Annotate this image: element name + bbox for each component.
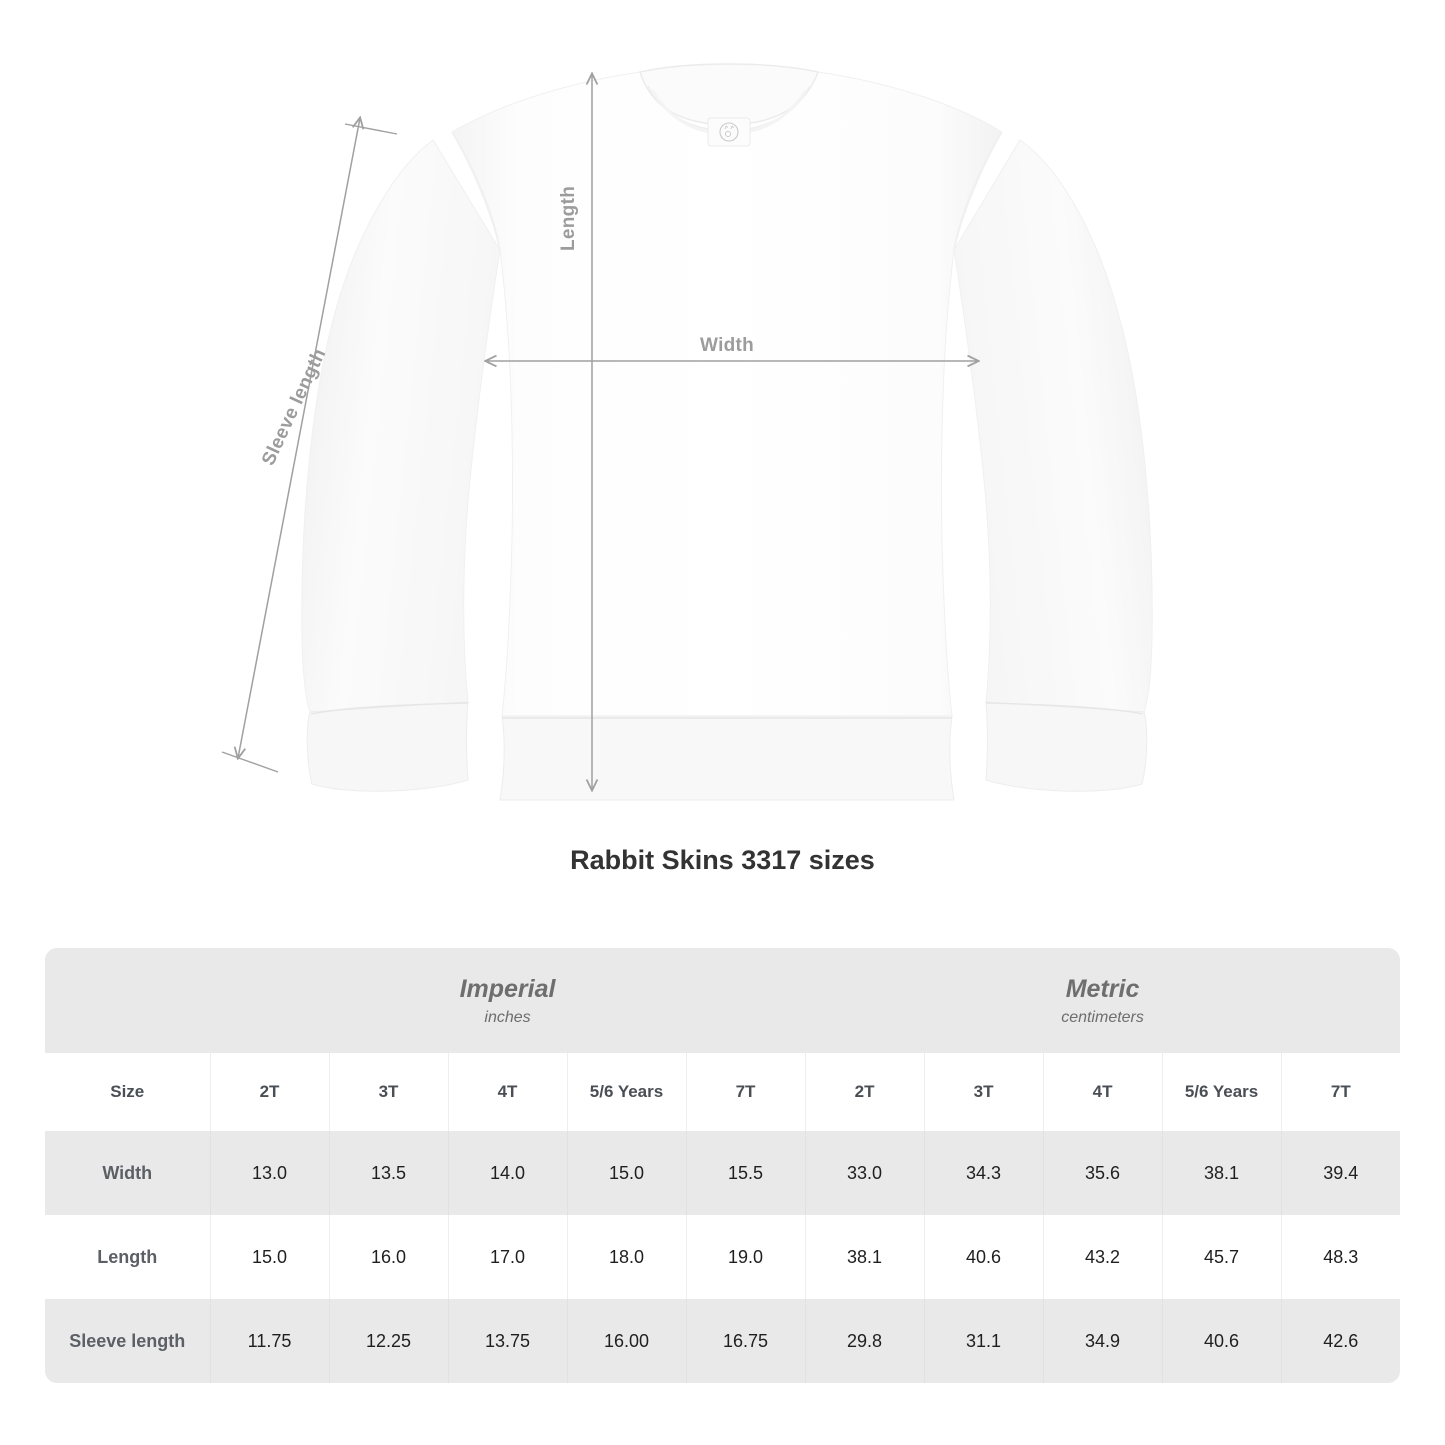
column-header-size-1: 3T [328, 1053, 448, 1132]
cell-length-7: 43.2 [1042, 1215, 1163, 1300]
garment-illustration: Width Length Sleeve length [221, 63, 1153, 801]
unit-group-imperial-sub: inches [484, 1009, 531, 1027]
unit-group-metric-sub: centimeters [1061, 1009, 1144, 1027]
cell-length-8: 45.7 [1161, 1215, 1282, 1300]
cell-sleeve-7: 34.9 [1042, 1299, 1163, 1384]
column-header-size-8: 5/6 Years [1161, 1053, 1282, 1132]
unit-group-imperial: Imperial inches [210, 948, 806, 1054]
size-header-row: Size 2T 3T 4T 5/6 Years 7T 2T 3T 4T 5/6 … [45, 1053, 1401, 1132]
cell-sleeve-1: 12.25 [328, 1299, 448, 1384]
cell-sleeve-6: 31.1 [923, 1299, 1044, 1384]
column-header-size: Size [45, 1053, 210, 1132]
column-header-size-2: 4T [447, 1053, 567, 1132]
cell-length-6: 40.6 [923, 1215, 1044, 1300]
cell-sleeve-3: 16.00 [566, 1299, 686, 1384]
sweatshirt-diagram-svg [221, 63, 1153, 801]
size-table: Imperial inches Metric centimeters Size … [45, 948, 1401, 1384]
column-header-size-0: 2T [209, 1053, 329, 1132]
row-label-length: Length [45, 1215, 210, 1300]
length-label: Length [558, 185, 579, 251]
cell-width-3: 15.0 [566, 1131, 686, 1216]
cell-sleeve-0: 11.75 [209, 1299, 329, 1384]
sweatshirt-body [451, 63, 1003, 801]
cell-sleeve-4: 16.75 [685, 1299, 806, 1384]
sleeve-length-measure-arrow [238, 118, 360, 758]
table-row: Sleeve length 11.75 12.25 13.75 16.00 16… [45, 1299, 1401, 1384]
row-label-width: Width [45, 1131, 210, 1216]
cell-width-4: 15.5 [685, 1131, 806, 1216]
column-header-size-9: 7T [1280, 1053, 1401, 1132]
cell-sleeve-9: 42.6 [1280, 1299, 1401, 1384]
cell-length-9: 48.3 [1280, 1215, 1401, 1300]
page-title: Rabbit Skins 3317 sizes [570, 845, 875, 875]
cell-sleeve-2: 13.75 [447, 1299, 567, 1384]
cell-length-0: 15.0 [209, 1215, 329, 1300]
cell-sleeve-5: 29.8 [804, 1299, 925, 1384]
neck-label [707, 117, 751, 147]
sleeve-bottom-tick [221, 751, 279, 773]
cell-length-4: 19.0 [685, 1215, 806, 1300]
unit-group-imperial-name: Imperial [459, 975, 556, 1003]
cell-width-8: 38.1 [1161, 1131, 1282, 1216]
table-row: Length 15.0 16.0 17.0 18.0 19.0 38.1 40.… [45, 1215, 1401, 1300]
cell-width-1: 13.5 [328, 1131, 448, 1216]
column-header-size-7: 4T [1042, 1053, 1163, 1132]
sleeve-top-tick [344, 123, 398, 135]
column-header-size-6: 3T [923, 1053, 1044, 1132]
unit-group-row: Imperial inches Metric centimeters [45, 948, 1401, 1054]
rabbit-logo-icon [719, 122, 739, 142]
left-sleeve [301, 139, 501, 792]
unit-group-metric: Metric centimeters [805, 948, 1401, 1054]
column-header-size-4: 7T [685, 1053, 806, 1132]
row-label-sleeve-length: Sleeve length [45, 1299, 210, 1384]
column-header-size-3: 5/6 Years [566, 1053, 686, 1132]
size-table-container: Imperial inches Metric centimeters Size … [45, 948, 1401, 1384]
cell-length-5: 38.1 [804, 1215, 925, 1300]
right-sleeve [953, 139, 1153, 792]
table-row: Width 13.0 13.5 14.0 15.0 15.5 33.0 34.3… [45, 1131, 1401, 1216]
cell-width-9: 39.4 [1280, 1131, 1401, 1216]
unit-spacer-cell [45, 948, 210, 1054]
cell-length-3: 18.0 [566, 1215, 686, 1300]
column-header-size-5: 2T [804, 1053, 925, 1132]
cell-width-7: 35.6 [1042, 1131, 1163, 1216]
cell-width-2: 14.0 [447, 1131, 567, 1216]
cell-length-1: 16.0 [328, 1215, 448, 1300]
cell-sleeve-8: 40.6 [1161, 1299, 1282, 1384]
cell-width-6: 34.3 [923, 1131, 1044, 1216]
unit-group-metric-name: Metric [1065, 975, 1140, 1003]
width-label: Width [700, 335, 755, 356]
cell-width-5: 33.0 [804, 1131, 925, 1216]
cell-length-2: 17.0 [447, 1215, 567, 1300]
cell-width-0: 13.0 [209, 1131, 329, 1216]
